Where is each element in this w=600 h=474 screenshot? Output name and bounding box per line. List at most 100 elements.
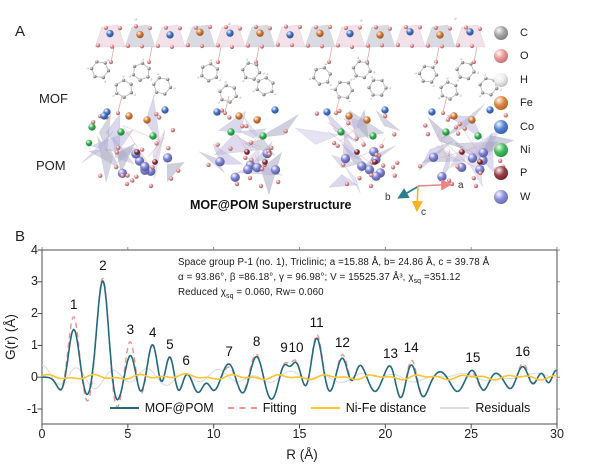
pom-cluster bbox=[417, 103, 515, 189]
ni-atom bbox=[227, 128, 235, 136]
co-atom bbox=[106, 29, 114, 38]
o-atom bbox=[115, 145, 121, 150]
peak-number-label: 2 bbox=[99, 258, 107, 274]
atom-legend-label: Co bbox=[520, 120, 535, 133]
o-atom bbox=[331, 140, 337, 146]
x-tick-label: 25 bbox=[464, 427, 479, 441]
peak-number-label: 11 bbox=[309, 314, 324, 330]
o-atom bbox=[346, 120, 351, 126]
o-atom bbox=[259, 166, 265, 172]
o-atom bbox=[425, 131, 431, 137]
peak-number-label: 10 bbox=[288, 339, 304, 355]
fe-atom bbox=[253, 116, 261, 124]
fe-atom bbox=[363, 116, 371, 124]
o-atom bbox=[283, 128, 289, 134]
pdf-chart bbox=[37, 247, 560, 429]
x-tick-label: 0 bbox=[38, 427, 46, 441]
peak-number-label: 9 bbox=[280, 339, 288, 355]
y-tick-label: 1 bbox=[31, 337, 38, 352]
refinement-annotation-line: Reduced χsq = 0.060, Rw= 0.060 bbox=[178, 287, 324, 301]
ni-atom bbox=[369, 132, 377, 140]
pom-cluster bbox=[294, 106, 401, 194]
co-atom bbox=[286, 30, 294, 39]
p-atom bbox=[133, 148, 140, 155]
o-atom bbox=[473, 183, 479, 189]
y-tick-label: 4 bbox=[31, 242, 38, 257]
o-atom bbox=[344, 181, 350, 187]
o-atom bbox=[129, 178, 135, 183]
ni-atom bbox=[149, 132, 157, 140]
atom-legend-item-p: P bbox=[494, 165, 527, 181]
pom-layer-label: POM bbox=[36, 158, 66, 173]
y-tick-label: 3 bbox=[31, 274, 38, 289]
o-sphere-icon bbox=[494, 49, 508, 64]
w-atom bbox=[139, 161, 150, 172]
x-tick-label: 5 bbox=[124, 427, 132, 441]
p-atom bbox=[262, 158, 269, 165]
w-atom bbox=[437, 171, 447, 182]
fe-atom bbox=[256, 29, 264, 38]
o-atom bbox=[445, 117, 451, 122]
o-atom bbox=[357, 175, 362, 181]
o-atom bbox=[234, 181, 240, 187]
o-atom bbox=[120, 173, 125, 178]
o-atom bbox=[227, 115, 232, 120]
pom-cluster bbox=[199, 106, 299, 196]
p-atom bbox=[477, 158, 484, 165]
o-atom bbox=[457, 121, 463, 127]
o-atom bbox=[153, 111, 159, 117]
mof-metal-ribbon bbox=[94, 24, 486, 50]
fe-atom bbox=[125, 112, 133, 120]
w-atom bbox=[478, 147, 489, 158]
fe-sphere-icon bbox=[494, 96, 508, 111]
o-atom bbox=[382, 113, 388, 119]
panel-a-label: A bbox=[15, 23, 26, 40]
ni-atom bbox=[442, 128, 450, 136]
co-atom bbox=[428, 108, 436, 116]
atom-legend-item-ni: Ni bbox=[494, 142, 530, 158]
o-atom bbox=[337, 108, 342, 114]
axis-c-label: c bbox=[421, 207, 426, 218]
peak-number-label: 4 bbox=[148, 324, 157, 340]
y-tick-label: 2 bbox=[31, 306, 38, 321]
peak-number-label: 6 bbox=[182, 353, 190, 369]
peak-number-label: 1 bbox=[69, 296, 78, 312]
o-atom bbox=[340, 162, 346, 168]
w-atom bbox=[162, 153, 173, 163]
x-tick-label: 30 bbox=[550, 427, 564, 441]
o-atom bbox=[215, 142, 220, 147]
co-atom bbox=[466, 28, 474, 36]
w-atom bbox=[242, 164, 253, 175]
ni-atom bbox=[85, 139, 93, 147]
chart-legend: MOF@POM Fitting Ni-Fe distance Residuals bbox=[70, 400, 570, 416]
peak-number-label: 13 bbox=[382, 345, 398, 361]
fe-atom bbox=[316, 29, 324, 38]
fe-atom bbox=[376, 31, 384, 39]
legend-item-label: Ni-Fe distance bbox=[345, 401, 427, 415]
o-atom bbox=[113, 164, 119, 170]
y-tick-label: -1 bbox=[26, 401, 38, 416]
p-sphere-icon bbox=[494, 166, 508, 181]
axis-b-label: b bbox=[385, 192, 391, 203]
o-atom bbox=[422, 123, 428, 128]
peak-number-label: 16 bbox=[515, 343, 531, 359]
legend-item-label: Fitting bbox=[262, 401, 297, 415]
peak-number-label: 3 bbox=[126, 321, 135, 337]
o-atom bbox=[243, 155, 248, 161]
w-atom bbox=[230, 172, 240, 183]
o-atom bbox=[243, 123, 249, 129]
o-atom bbox=[206, 162, 211, 168]
o-atom bbox=[228, 146, 233, 151]
pom-cluster bbox=[81, 96, 185, 189]
fe-atom bbox=[450, 112, 458, 120]
atom-legend-item-o: O bbox=[494, 48, 529, 64]
w-atom bbox=[356, 161, 367, 171]
ni-atom bbox=[117, 128, 125, 136]
fe-atom bbox=[468, 116, 476, 124]
ni-atom bbox=[474, 132, 482, 140]
axis-a-label: a bbox=[458, 180, 464, 191]
w-atom bbox=[467, 153, 478, 163]
o-atom bbox=[455, 131, 461, 136]
o-atom bbox=[462, 126, 468, 131]
peak-number-label: 12 bbox=[334, 334, 350, 350]
